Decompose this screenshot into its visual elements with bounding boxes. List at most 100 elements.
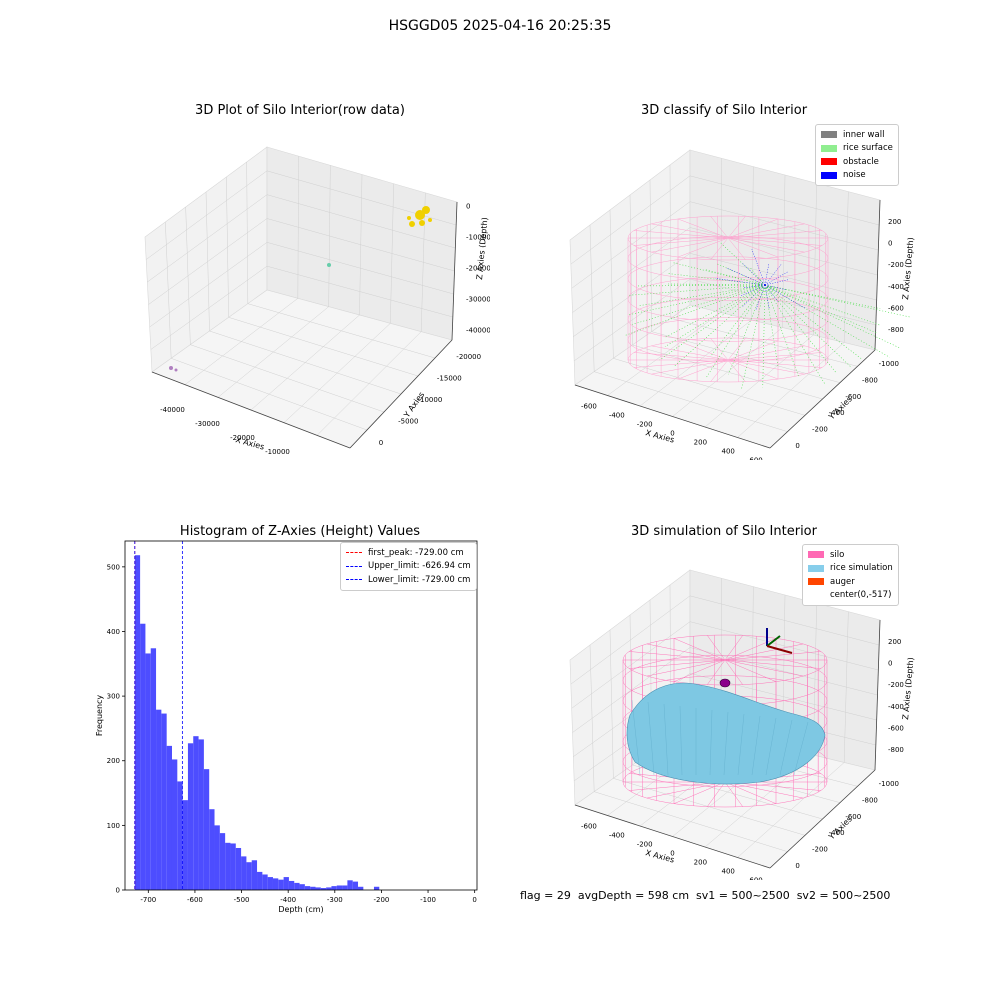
x-tick-label: -200: [373, 896, 389, 904]
histogram-bar: [193, 736, 199, 890]
raw-data-point: [428, 218, 432, 222]
histogram-bar: [352, 881, 359, 890]
histogram-legend-line: [346, 552, 362, 554]
center-x-arrow: [766, 645, 793, 654]
y-tick-label: 400: [107, 628, 120, 636]
classify-x-tick-label: -600: [581, 403, 597, 411]
raw-x-tick-label: -30000: [195, 420, 220, 428]
histogram-legend-line: [346, 565, 362, 567]
histogram-bar: [209, 809, 215, 890]
classify-y-tick-label: -200: [812, 426, 828, 434]
simulation-legend-swatch: [808, 578, 824, 586]
raw-data-point: [419, 220, 425, 226]
simulation-legend: silo rice simulation auger center(0,-517): [802, 544, 899, 606]
histogram-frame: [124, 540, 478, 891]
simulation-z-axis-label: Z Axies (Depth): [901, 657, 915, 720]
raw-data-point: [407, 216, 411, 220]
y-axis-line: [769, 349, 876, 449]
raw-z-tick-label: -30000: [466, 296, 490, 304]
raw-y-axis-label: Y Axies: [402, 390, 427, 420]
raw-z-tick-label: -10000: [466, 234, 490, 242]
classify-x-tick-label: 0: [670, 430, 674, 438]
classify-z-axis-label: Z Axies (Depth): [901, 237, 915, 300]
histogram-bar: [304, 886, 311, 890]
histogram-bar: [299, 884, 305, 890]
classify-legend-swatch: [821, 131, 837, 139]
classify-legend-label: inner wall: [843, 129, 885, 140]
x-tick-label: -400: [280, 896, 296, 904]
histogram-bar: [166, 745, 172, 890]
classify-z-tick-label: -800: [888, 326, 904, 334]
histogram-bar: [177, 781, 183, 890]
histogram-bar: [267, 877, 273, 890]
x-tick-label: -600: [187, 896, 203, 904]
histogram-bar: [134, 555, 141, 890]
raw-data-point: [327, 263, 331, 267]
raw-x-tick-label: -40000: [160, 406, 185, 414]
classify-3d-plot: -600-400-20002004006000-200-400-600-800-…: [569, 149, 915, 460]
x-tick-label: 0: [472, 896, 476, 904]
classify-y-tick-label: -400: [829, 409, 845, 417]
simulation-x-tick-label: 600: [749, 877, 762, 881]
raw-plot-title: 3D Plot of Silo Interior(row data): [195, 103, 405, 118]
simulation-legend-label: rice simulation: [830, 563, 893, 574]
classify-legend-item: rice surface: [821, 142, 893, 156]
simulation-y-tick-label: 0: [795, 862, 799, 870]
classify-legend-item: obstacle: [821, 155, 893, 169]
histogram-bar: [241, 856, 247, 890]
classify-z-tick-label: -400: [888, 283, 904, 291]
histogram-bar: [182, 800, 188, 890]
z-axis-line: [874, 619, 881, 771]
z-axis-line: [451, 201, 458, 341]
histogram-bar: [203, 769, 210, 890]
raw-data-point: [409, 221, 415, 227]
histogram-legend-item: Lower_limit: -729.00 cm: [346, 573, 471, 587]
histogram-bar: [272, 878, 279, 890]
histogram-legend-item: Upper_limit: -626.94 cm: [346, 560, 471, 574]
simulation-z-tick-label: 0: [888, 660, 892, 668]
silo-inner-wall: [627, 215, 829, 383]
classify-y-tick-label: -800: [862, 377, 878, 385]
simulation-legend-swatch: [808, 551, 824, 559]
auger-marker: [719, 678, 731, 688]
noise-points: [715, 249, 806, 311]
histogram-bar: [262, 874, 268, 890]
rice-surface-mesh: [631, 699, 809, 776]
raw-y-tick-label: -20000: [456, 353, 481, 361]
histogram-bar: [187, 743, 194, 890]
simulation-y-tick-label: -200: [812, 846, 828, 854]
simulation-legend-label: center(0,-517): [830, 590, 892, 601]
classify-plot-title: 3D classify of Silo Interior: [640, 103, 808, 118]
rice-simulation-surface: [626, 682, 826, 785]
simulation-z-tick-label: 200: [888, 638, 901, 646]
histogram-bar: [336, 885, 343, 890]
histogram-legend-label: first_peak: -729.00 cm: [368, 547, 464, 558]
histogram-bar: [288, 880, 295, 890]
histogram-legend-label: Lower_limit: -729.00 cm: [368, 574, 471, 585]
histogram-bar: [171, 759, 178, 890]
raw-3d-plot: -40000 -30000 -20000 -10000 0 0 -5000 -10000 -15…: [144, 146, 490, 456]
simulation-z-tick-label: -800: [888, 746, 904, 754]
simulation-3d-plot: -600-400-20002004006000-200-400-600-800-…: [569, 569, 915, 881]
figure-title: HSGGD05 2025-04-16 20:25:35: [388, 18, 612, 34]
classify-x-tick-label: -400: [609, 412, 625, 420]
simulation-legend-swatch: [808, 592, 824, 599]
histogram-bar: [219, 833, 226, 890]
classify-legend-swatch: [821, 144, 837, 152]
histogram-bar: [278, 879, 284, 890]
histogram-bar: [331, 886, 337, 890]
raw-y-tick-label: -15000: [437, 374, 462, 382]
simulation-x-tick-label: 0: [670, 850, 674, 858]
raw-data-point: [415, 210, 425, 220]
classify-legend-swatch: [821, 171, 837, 179]
simulation-legend-label: auger: [830, 576, 855, 587]
classify-x-tick-label: 200: [694, 439, 707, 447]
simulation-y-tick-label: -400: [829, 829, 845, 837]
raw-data-point: [169, 366, 173, 370]
simulation-legend-item: rice simulation: [808, 562, 893, 576]
classify-legend-swatch: [821, 158, 837, 166]
histogram-bar: [315, 887, 321, 890]
simulation-legend-item: center(0,-517): [808, 589, 893, 603]
histogram-bar: [145, 653, 151, 890]
x-axis-label: Depth (cm): [278, 905, 323, 914]
